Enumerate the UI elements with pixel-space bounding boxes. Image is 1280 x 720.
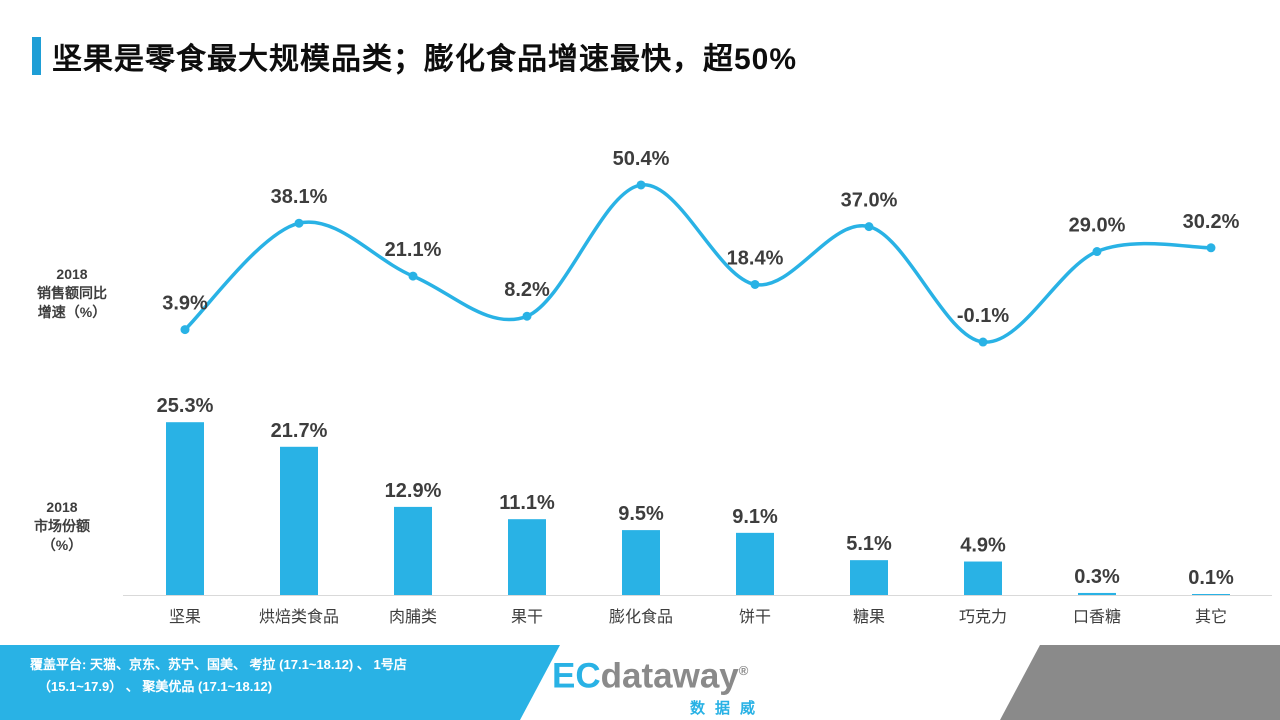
share-bar <box>622 530 660 595</box>
bar-axis-label-line3: （%） <box>41 537 83 553</box>
line-axis-label-line3: 增速（%） <box>37 304 107 320</box>
share-bar-label: 5.1% <box>846 533 892 555</box>
line-point-marker <box>750 279 760 289</box>
line-point-label: 18.4% <box>727 247 784 269</box>
line-point-marker <box>294 218 304 228</box>
share-bar-label: 9.1% <box>732 506 778 528</box>
line-point-marker <box>636 180 646 190</box>
share-bar <box>850 560 888 595</box>
line-point-label: 37.0% <box>841 190 898 212</box>
category-label: 烘焙类食品 <box>259 608 339 626</box>
footer-gray-panel <box>1000 645 1280 720</box>
bar-chart-axis-label: 2018 市场份额 （%） <box>16 498 108 555</box>
share-bar <box>1192 594 1230 595</box>
line-point-label: 8.2% <box>504 279 550 301</box>
share-bar-label: 0.3% <box>1074 566 1120 588</box>
line-point-label: 30.2% <box>1183 211 1240 233</box>
line-point-label: 29.0% <box>1069 215 1126 237</box>
registered-trademark-icon: ® <box>738 663 749 678</box>
line-point-label: 50.4% <box>613 148 670 170</box>
share-bar-label: 0.1% <box>1188 567 1234 589</box>
category-label: 坚果 <box>169 608 201 626</box>
title-accent-bar <box>32 37 41 75</box>
line-point-marker <box>864 222 874 232</box>
share-bar-label: 21.7% <box>271 420 328 442</box>
brand-logo-chinese: 数据威 <box>689 699 765 717</box>
category-label: 巧克力 <box>959 608 1007 626</box>
page-title: 坚果是零食最大规模品类；膨化食品增速最快，超50% <box>52 43 798 76</box>
share-bar-label: 12.9% <box>385 480 442 502</box>
coverage-line-1: 覆盖平台: 天猫、京东、苏宁、国美、 考拉 (17.1~18.12) 、 1号店 <box>30 657 407 672</box>
line-point-marker <box>1092 247 1102 257</box>
category-label: 口香糖 <box>1073 608 1121 626</box>
brand-logo-wordmark: ECdataway® <box>552 652 767 696</box>
footer-coverage-panel: 覆盖平台: 天猫、京东、苏宁、国美、 考拉 (17.1~18.12) 、 1号店… <box>0 645 560 720</box>
category-label: 饼干 <box>739 608 771 626</box>
line-chart-axis-label: 2018 销售额同比 增速（%） <box>20 265 124 322</box>
line-point-label: 38.1% <box>271 186 328 208</box>
category-label: 膨化食品 <box>609 608 673 626</box>
coverage-line-2: （15.1~17.9） 、 聚美优品 (17.1~18.12) <box>38 679 273 694</box>
share-bar <box>964 561 1002 595</box>
category-label: 其它 <box>1195 608 1227 626</box>
line-point-marker <box>522 311 532 321</box>
category-label: 果干 <box>511 609 543 626</box>
line-axis-label-line1: 2018 <box>56 266 88 282</box>
brand-logo-ec: EC <box>552 656 601 696</box>
line-point-label: 3.9% <box>162 293 208 315</box>
share-bar <box>280 446 318 595</box>
line-axis-label-line2: 销售额同比 <box>37 285 107 301</box>
line-point-label: 21.1% <box>385 239 442 261</box>
share-bar <box>394 506 432 595</box>
category-label: 肉脯类 <box>389 608 437 626</box>
share-bar-label: 11.1% <box>499 492 555 514</box>
growth-line <box>183 183 1213 344</box>
bar-axis-label-line2: 市场份额 <box>34 518 90 534</box>
category-label: 糖果 <box>853 608 885 626</box>
footer: 覆盖平台: 天猫、京东、苏宁、国美、 考拉 (17.1~18.12) 、 1号店… <box>0 645 1280 720</box>
brand-logo-dataway: dataway <box>600 656 739 696</box>
title-row: 坚果是零食最大规模品类；膨化食品增速最快，超50% <box>32 34 797 78</box>
share-bar-label: 9.5% <box>618 503 664 525</box>
share-bar-label: 25.3% <box>157 395 214 417</box>
line-point-label: -0.1% <box>957 305 1009 327</box>
bar-axis-label-line1: 2018 <box>46 499 78 515</box>
brand-logo: ECdataway® 数据威 <box>552 652 767 718</box>
share-bar <box>166 422 204 595</box>
line-point-marker <box>180 325 190 335</box>
line-point-marker <box>408 271 418 281</box>
share-bar <box>508 519 546 595</box>
line-point-marker <box>1206 243 1216 253</box>
share-bar <box>736 532 774 595</box>
share-bar-label: 4.9% <box>960 535 1006 557</box>
share-bar <box>1078 592 1116 595</box>
line-point-marker <box>978 337 988 347</box>
